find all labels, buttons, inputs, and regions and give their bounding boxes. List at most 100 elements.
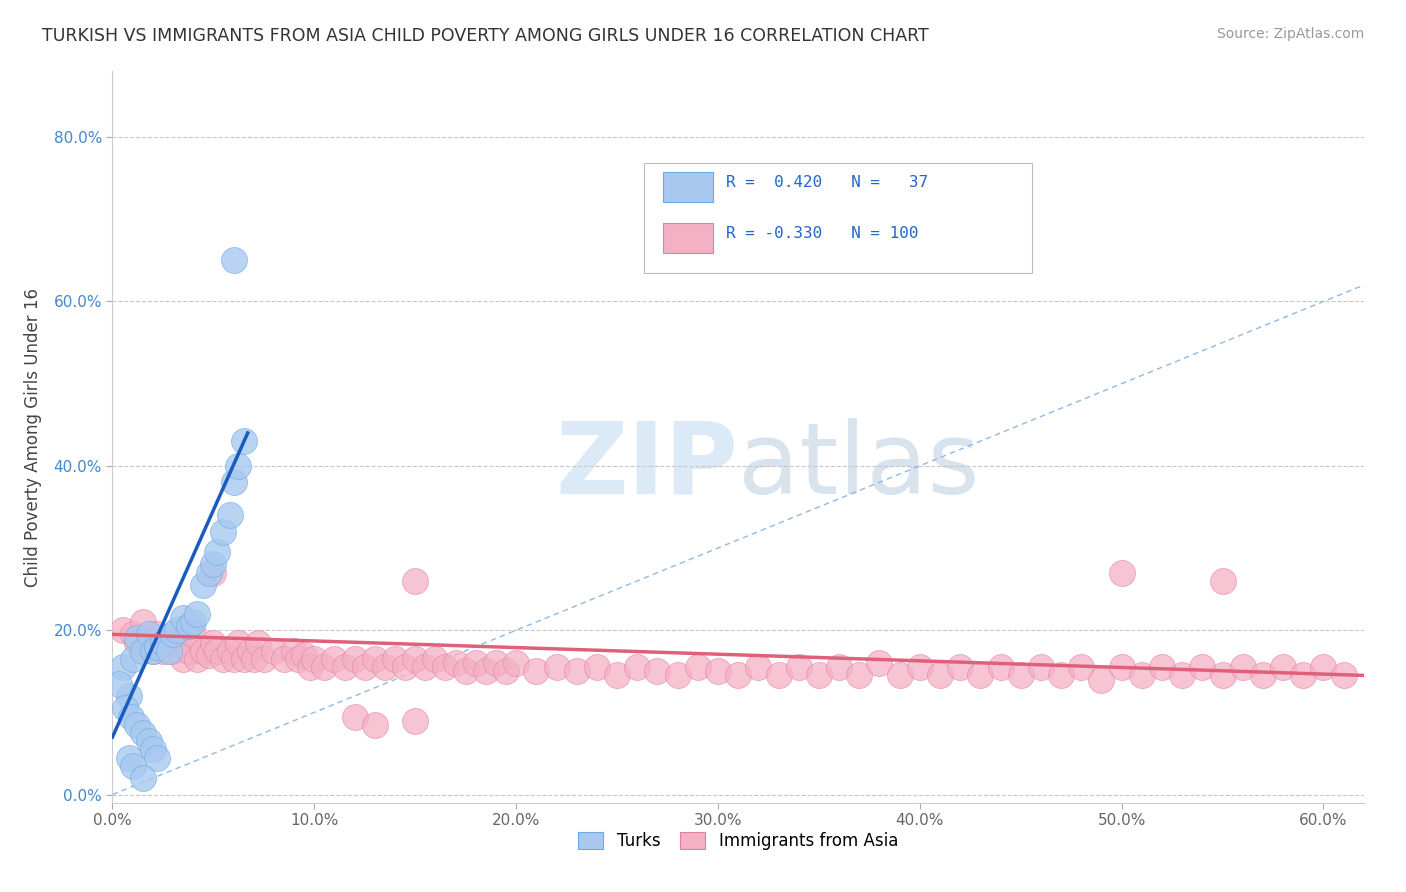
Point [142,644,165,658]
Point [304,652,326,666]
Point [152,635,174,649]
Point [125,635,148,649]
Point [929,668,952,682]
Point [868,656,890,670]
Point [1010,668,1032,682]
Point [1171,668,1194,682]
Point [299,660,322,674]
Bar [664,224,713,252]
Point [394,660,416,674]
Point [283,644,305,658]
Point [343,709,366,723]
Y-axis label: Child Poverty Among Girls Under 16: Child Poverty Among Girls Under 16 [24,287,42,587]
Point [186,652,208,666]
Point [1111,660,1133,674]
Point [889,668,911,682]
Point [292,648,315,662]
Point [747,660,769,674]
Point [166,635,188,649]
Point [505,656,527,670]
Point [193,644,215,658]
Point [222,475,245,490]
Point [807,668,830,682]
Point [117,689,139,703]
Point [207,545,229,559]
Point [1333,668,1355,682]
Point [111,624,134,638]
Point [142,742,165,756]
Point [1251,668,1274,682]
Text: ZIP: ZIP [555,417,738,515]
Point [384,652,406,666]
Point [162,627,184,641]
Point [253,652,276,666]
Point [1130,668,1153,682]
Point [768,668,790,682]
Point [146,750,169,764]
Point [686,660,709,674]
Point [207,644,229,658]
Point [565,665,588,679]
Point [263,644,285,658]
Point [246,635,269,649]
Point [333,660,356,674]
Point [666,668,689,682]
Point [353,660,375,674]
Point [990,660,1012,674]
Point [242,652,264,666]
Point [198,648,221,662]
Text: atlas: atlas [738,417,980,515]
Point [848,668,870,682]
Point [193,578,215,592]
Point [172,652,194,666]
Point [157,635,180,649]
Point [425,652,447,666]
Point [132,726,155,740]
Point [413,660,436,674]
Point [1090,673,1112,687]
Point [626,660,648,674]
Point [464,656,486,670]
Point [121,759,143,773]
Point [212,652,235,666]
Point [969,668,991,682]
Point [1070,660,1092,674]
Point [121,627,143,641]
Point [121,652,143,666]
Point [132,615,155,629]
Point [606,668,628,682]
Point [343,652,366,666]
Text: TURKISH VS IMMIGRANTS FROM ASIA CHILD POVERTY AMONG GIRLS UNDER 16 CORRELATION C: TURKISH VS IMMIGRANTS FROM ASIA CHILD PO… [42,27,929,45]
Point [1272,660,1295,674]
Point [202,558,225,572]
Point [314,660,336,674]
Point [1212,574,1234,588]
Point [1150,660,1173,674]
Point [364,717,387,731]
Point [181,615,204,629]
Point [120,709,142,723]
Point [374,660,396,674]
Point [218,644,240,658]
Point [138,734,160,748]
Point [485,656,508,670]
Point [138,635,160,649]
Point [404,652,426,666]
Point [444,656,467,670]
Point [287,652,309,666]
Point [404,574,426,588]
Point [524,665,547,679]
Point [125,632,148,646]
Point [111,660,134,674]
Point [212,524,235,539]
Point [222,253,245,268]
Point [198,566,221,580]
Point [1050,668,1073,682]
Point [787,660,810,674]
Legend: Turks, Immigrants from Asia: Turks, Immigrants from Asia [572,825,904,856]
Point [181,627,204,641]
Point [222,652,245,666]
Point [172,611,194,625]
Point [202,566,225,580]
Point [1029,660,1052,674]
